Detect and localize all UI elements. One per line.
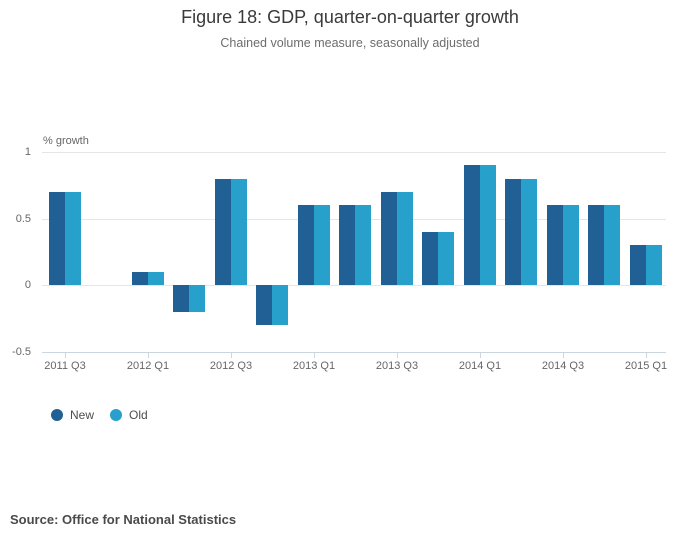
bar-old-2012-q2[interactable] bbox=[189, 285, 205, 312]
bar-old-2013-q1[interactable] bbox=[313, 205, 330, 285]
bar-old-2013-q3[interactable] bbox=[396, 192, 413, 285]
x-tick-label-2012-q3: 2012 Q3 bbox=[209, 360, 253, 372]
x-tick-2013-q1 bbox=[314, 352, 315, 358]
bar-new-2011-q3[interactable] bbox=[48, 192, 65, 285]
bar-new-2013-q3[interactable] bbox=[380, 192, 397, 285]
x-tick-2013-q3 bbox=[397, 352, 398, 358]
legend-item-old[interactable]: Old bbox=[110, 408, 148, 422]
chart-subtitle: Chained volume measure, seasonally adjus… bbox=[220, 36, 480, 50]
bar-new-2013-q2[interactable] bbox=[339, 205, 355, 285]
legend-label: New bbox=[70, 408, 95, 422]
legend-dot-icon bbox=[51, 409, 63, 421]
bar-old-2014-q2[interactable] bbox=[521, 179, 537, 285]
bar-old-2013-q4[interactable] bbox=[438, 232, 454, 285]
bar-new-2013-q4[interactable] bbox=[422, 232, 438, 285]
legend-item-new[interactable]: New bbox=[51, 408, 94, 422]
bar-old-2012-q4[interactable] bbox=[272, 285, 288, 325]
x-tick-2012-q1 bbox=[148, 352, 149, 358]
x-tick-label-2013-q1: 2013 Q1 bbox=[292, 360, 336, 372]
x-tick-2014-q1 bbox=[480, 352, 481, 358]
bar-new-2014-q1[interactable] bbox=[463, 165, 480, 285]
chart-title: Figure 18: GDP, quarter-on-quarter growt… bbox=[181, 7, 519, 27]
bar-new-2012-q2[interactable] bbox=[173, 285, 189, 312]
bar-new-2012-q1[interactable] bbox=[131, 272, 148, 285]
x-tick-label-2015-q1: 2015 Q1 bbox=[624, 360, 668, 372]
legend: New Old bbox=[51, 408, 148, 422]
x-tick-label-2011-q3: 2011 Q3 bbox=[44, 360, 86, 372]
bar-new-2012-q3[interactable] bbox=[214, 179, 231, 285]
x-tick-label-2014-q3: 2014 Q3 bbox=[541, 360, 585, 372]
y-tick-label--0.5: -0.5 bbox=[12, 346, 31, 358]
bar-new-2014-q3[interactable] bbox=[546, 205, 563, 285]
legend-dot-icon bbox=[110, 409, 123, 421]
bar-new-2013-q1[interactable] bbox=[297, 205, 314, 285]
source-note: Source: Office for National Statistics bbox=[10, 512, 237, 527]
bar-old-2012-q1[interactable] bbox=[147, 272, 164, 285]
y-tick-label-0.5: 0.5 bbox=[15, 213, 31, 225]
y-tick-label-0: 0 bbox=[24, 279, 31, 291]
y-axis-unit-label: % growth bbox=[43, 135, 89, 147]
x-tick-2015-q1 bbox=[646, 352, 647, 358]
bar-old-2012-q3[interactable] bbox=[230, 179, 247, 285]
x-tick-label-2014-q1: 2014 Q1 bbox=[458, 360, 502, 372]
bar-old-2013-q2[interactable] bbox=[355, 205, 371, 285]
bar-new-2014-q4[interactable] bbox=[588, 205, 604, 285]
x-tick-label-2013-q3: 2013 Q3 bbox=[375, 360, 419, 372]
bar-new-2012-q4[interactable] bbox=[256, 285, 272, 325]
x-axis-line bbox=[42, 352, 666, 353]
gridline-1 bbox=[42, 152, 666, 153]
x-tick-2012-q3 bbox=[231, 352, 232, 358]
bar-old-2011-q3[interactable] bbox=[64, 192, 81, 285]
y-tick-label-1: 1 bbox=[24, 146, 31, 158]
bar-new-2015-q1[interactable] bbox=[629, 245, 646, 285]
bar-old-2014-q3[interactable] bbox=[562, 205, 579, 285]
x-tick-label-2012-q1: 2012 Q1 bbox=[126, 360, 170, 372]
bar-old-2014-q4[interactable] bbox=[604, 205, 620, 285]
bar-old-2014-q1[interactable] bbox=[479, 165, 496, 285]
x-tick-2014-q3 bbox=[563, 352, 564, 358]
bar-new-2014-q2[interactable] bbox=[505, 179, 521, 285]
legend-label: Old bbox=[129, 408, 148, 422]
x-tick-2011-q3 bbox=[65, 352, 66, 358]
bar-old-2015-q1[interactable] bbox=[645, 245, 662, 285]
gridline-0 bbox=[42, 285, 666, 286]
